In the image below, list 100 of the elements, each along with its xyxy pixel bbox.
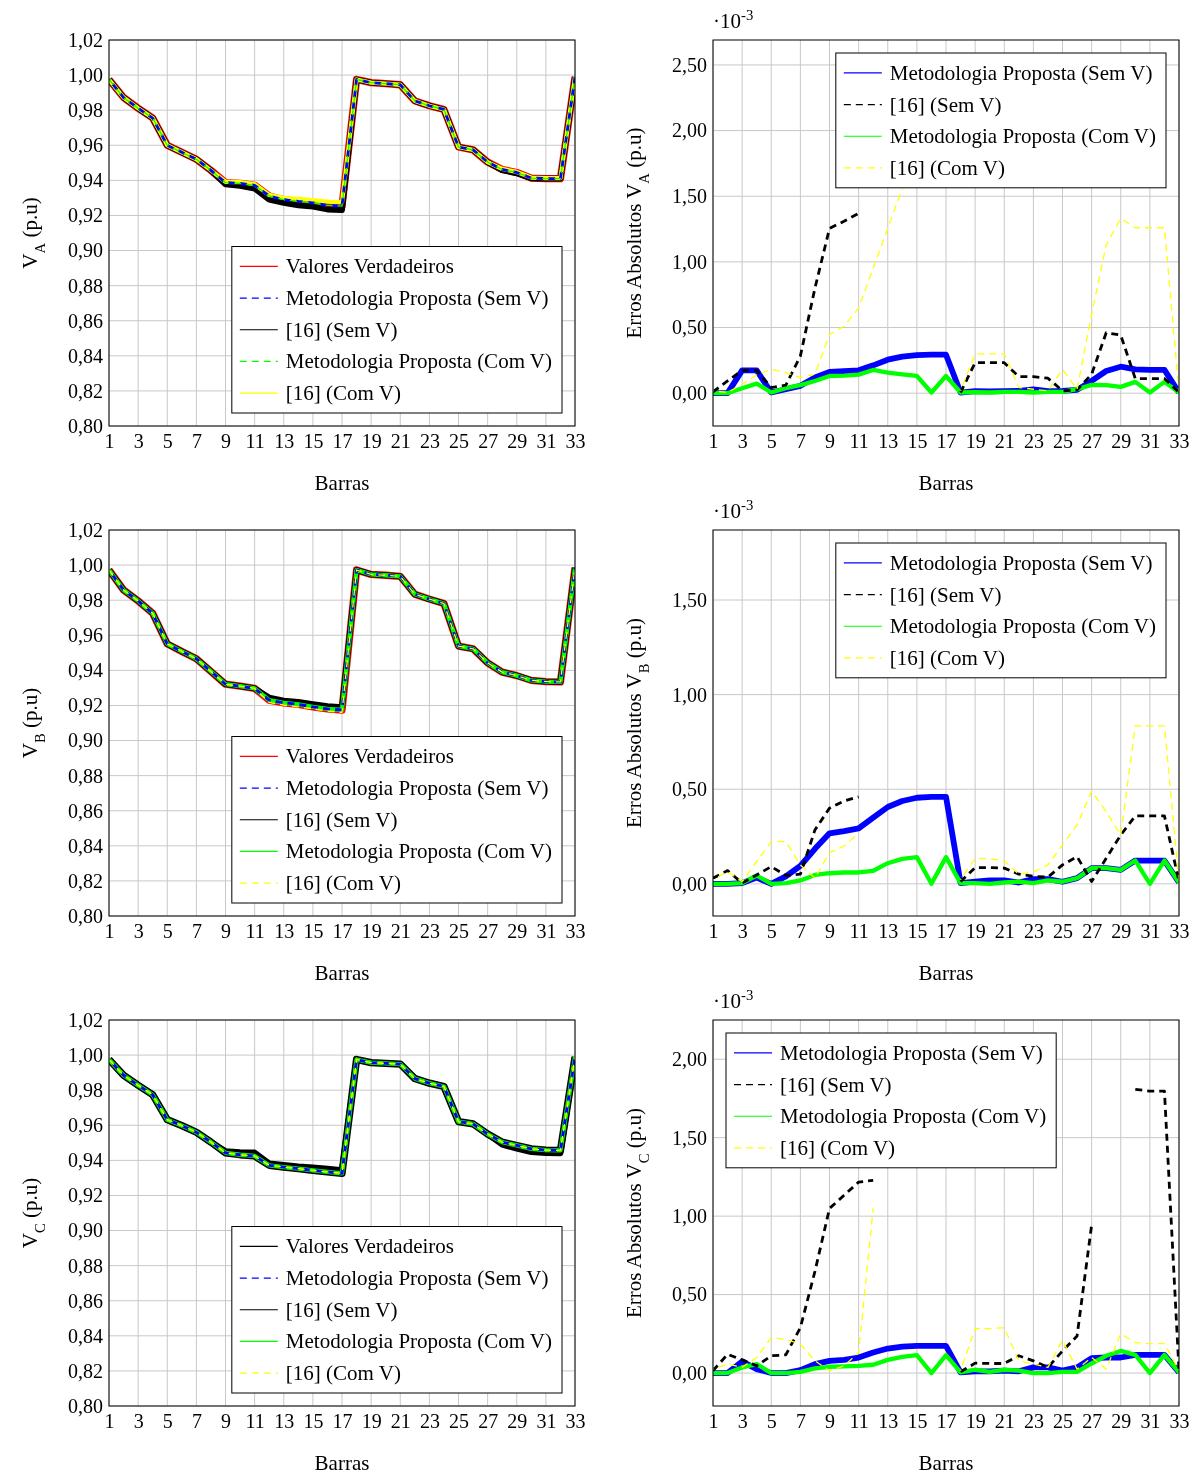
x-tick-label: 25 — [449, 920, 469, 943]
x-tick-label: 5 — [162, 430, 173, 453]
x-tick-label: 31 — [1140, 430, 1161, 453]
x-tick-label: 17 — [936, 1410, 957, 1433]
x-tick-label: 29 — [1111, 430, 1132, 453]
x-tick-label: 23 — [419, 920, 440, 943]
x-axis-title: Barras — [314, 471, 370, 495]
x-tick-label: 5 — [766, 1410, 777, 1433]
x-axis-title: Barras — [314, 961, 370, 985]
y-tick-label: 1,00 — [672, 1205, 707, 1228]
x-tick-label: 33 — [565, 1410, 586, 1433]
y-tick-label: 0,86 — [68, 309, 103, 332]
legend-label: Metodologia Proposta (Com V) — [889, 614, 1156, 639]
x-tick-label: 7 — [795, 430, 806, 453]
y-tick-label: 0,84 — [68, 344, 103, 367]
x-tick-label: 29 — [507, 920, 528, 943]
y-tick-label: 0,82 — [68, 379, 103, 402]
legend-label: [16] (Sem V) — [889, 582, 1002, 607]
x-tick-label: 3 — [133, 920, 144, 943]
x-tick-label: 9 — [825, 430, 835, 453]
x-tick-label: 29 — [507, 430, 528, 453]
y-tick-label: 0,50 — [672, 316, 707, 339]
x-tick-label: 1 — [708, 920, 719, 943]
x-tick-label: 27 — [1082, 430, 1103, 453]
legend-label: Metodologia Proposta (Com V) — [285, 839, 552, 864]
legend-label: [16] (Sem V) — [285, 317, 398, 342]
y-tick-label: 1,00 — [672, 683, 707, 706]
x-tick-label: 33 — [565, 920, 586, 943]
x-tick-label: 7 — [191, 920, 202, 943]
y-tick-label: 1,02 — [68, 518, 103, 541]
x-axis-title: Barras — [918, 471, 974, 495]
x-tick-label: 29 — [1111, 1410, 1132, 1433]
x-tick-label: 15 — [303, 1410, 324, 1433]
x-tick-label: 11 — [245, 1410, 265, 1433]
y-tick-label: 0,00 — [672, 872, 707, 895]
y-tick-label: 0,50 — [672, 1283, 707, 1306]
y-tick-label: 1,00 — [672, 250, 707, 273]
x-tick-label: 33 — [565, 430, 586, 453]
text: ·10$^{-3}$ — [713, 987, 754, 1013]
x-tick-label: 9 — [221, 920, 231, 943]
legend-label: [16] (Com V) — [285, 871, 401, 896]
x-tick-label: 5 — [162, 920, 173, 943]
x-tick-label: 19 — [965, 1410, 986, 1433]
y-tick-label: 0,84 — [68, 834, 103, 857]
legend-label: Metodologia Proposta (Sem V) — [780, 1040, 1043, 1065]
y-tick-label: 1,50 — [672, 588, 707, 611]
x-tick-label: 21 — [994, 1410, 1015, 1433]
x-tick-label: 31 — [536, 1410, 557, 1433]
x-tick-label: 21 — [390, 1410, 411, 1433]
x-tick-label: 7 — [191, 430, 202, 453]
x-tick-label: 1 — [708, 430, 719, 453]
y-tick-label: 0,80 — [68, 414, 103, 437]
legend-label: [16] (Sem V) — [889, 92, 1002, 117]
legend-label: [16] (Com V) — [889, 155, 1005, 180]
y-tick-label: 0,96 — [68, 134, 103, 157]
x-tick-label: 31 — [1140, 920, 1161, 943]
x-tick-label: 13 — [274, 430, 295, 453]
x-tick-label: 17 — [936, 920, 957, 943]
x-tick-label: 19 — [361, 920, 382, 943]
x-tick-label: 13 — [878, 430, 899, 453]
x-tick-label: 11 — [849, 1410, 869, 1433]
x-tick-label: 29 — [507, 1410, 528, 1433]
legend-label: Metodologia Proposta (Sem V) — [285, 776, 549, 801]
y-tick-label: 0,90 — [68, 1219, 103, 1242]
x-tick-label: 17 — [332, 920, 353, 943]
y-tick-label: 0,88 — [68, 764, 103, 787]
legend-label: [16] (Com V) — [889, 645, 1005, 670]
legend-label: Valores Verdadeiros — [285, 1234, 454, 1259]
x-tick-label: 11 — [849, 430, 869, 453]
x-tick-label: 1 — [104, 430, 115, 453]
x-tick-label: 19 — [965, 920, 986, 943]
y-tick-label: 0,84 — [68, 1324, 103, 1347]
y-tick-label: 0,90 — [68, 239, 103, 262]
x-tick-label: 25 — [1053, 430, 1073, 453]
x-tick-label: 27 — [478, 1410, 499, 1433]
x-tick-label: 7 — [795, 1410, 806, 1433]
x-tick-label: 15 — [303, 430, 324, 453]
x-tick-label: 19 — [965, 430, 986, 453]
x-tick-label: 15 — [907, 430, 928, 453]
y-tick-label: 0,94 — [68, 659, 103, 682]
x-tick-label: 21 — [390, 430, 411, 453]
legend-label: Metodologia Proposta (Com V) — [780, 1104, 1047, 1129]
legend-label: [16] (Com V) — [285, 1361, 401, 1386]
x-tick-label: 15 — [907, 920, 928, 943]
legend-label: Metodologia Proposta (Sem V) — [889, 60, 1153, 85]
y-tick-label: 0,00 — [672, 382, 707, 405]
legend-label: [16] (Sem V) — [285, 807, 398, 832]
y-tick-label: 1,02 — [68, 1008, 103, 1031]
x-tick-label: 3 — [737, 920, 748, 943]
x-tick-label: 5 — [766, 430, 777, 453]
x-tick-label: 1 — [104, 920, 115, 943]
x-tick-label: 1 — [708, 1410, 719, 1433]
x-tick-label: 11 — [245, 430, 265, 453]
y-tick-label: 0,96 — [68, 624, 103, 647]
legend-label: Metodologia Proposta (Sem V) — [285, 286, 549, 311]
x-tick-label: 15 — [907, 1410, 928, 1433]
x-tick-label: 33 — [1169, 1410, 1190, 1433]
y-tick-label: 1,00 — [68, 63, 103, 86]
y-tick-label: 0,96 — [68, 1114, 103, 1137]
x-tick-label: 25 — [1053, 1410, 1073, 1433]
